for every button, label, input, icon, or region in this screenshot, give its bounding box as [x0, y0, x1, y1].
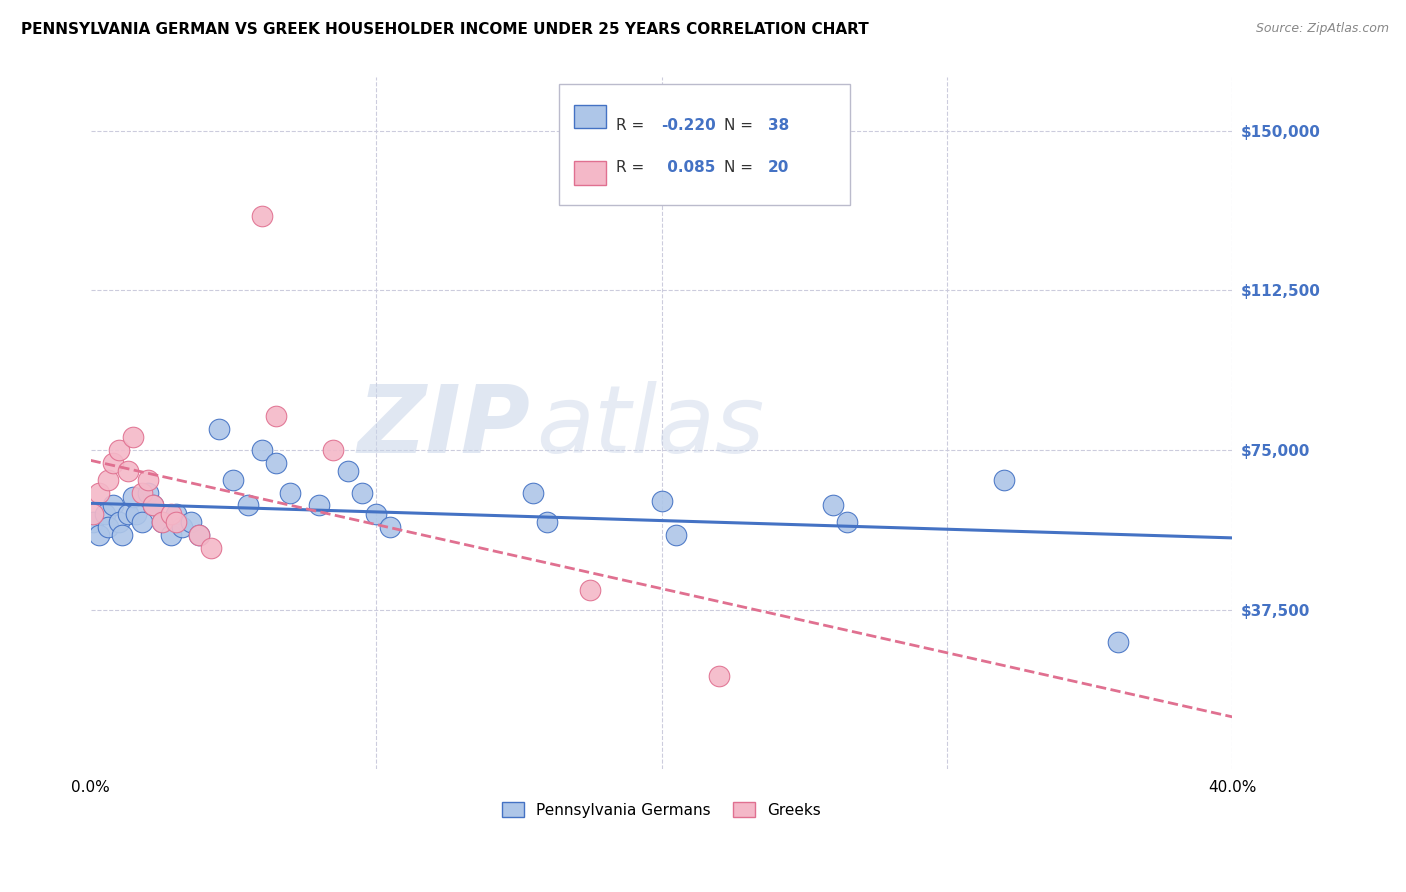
Point — [122, 430, 145, 444]
Point — [82, 507, 104, 521]
Text: Source: ZipAtlas.com: Source: ZipAtlas.com — [1256, 22, 1389, 36]
Text: 38: 38 — [768, 119, 789, 134]
FancyBboxPatch shape — [574, 104, 606, 128]
Point — [117, 507, 139, 521]
Text: R =: R = — [616, 160, 650, 175]
Point — [707, 668, 730, 682]
Point — [103, 499, 125, 513]
Point — [159, 528, 181, 542]
Point — [122, 490, 145, 504]
Point — [665, 528, 688, 542]
Point — [188, 528, 211, 542]
Point — [821, 499, 844, 513]
Point — [94, 507, 117, 521]
Point — [142, 499, 165, 513]
FancyBboxPatch shape — [558, 85, 851, 205]
Text: atlas: atlas — [536, 382, 765, 473]
Point — [89, 485, 111, 500]
Text: 0.085: 0.085 — [662, 160, 714, 175]
Point — [82, 516, 104, 530]
Point — [150, 516, 173, 530]
Point — [165, 516, 187, 530]
Point — [350, 485, 373, 500]
Point — [250, 442, 273, 457]
Point — [835, 516, 858, 530]
Point — [522, 485, 544, 500]
Text: ZIP: ZIP — [357, 381, 530, 473]
Point — [103, 456, 125, 470]
Point — [136, 473, 159, 487]
Point — [170, 519, 193, 533]
Point — [322, 442, 344, 457]
Text: PENNSYLVANIA GERMAN VS GREEK HOUSEHOLDER INCOME UNDER 25 YEARS CORRELATION CHART: PENNSYLVANIA GERMAN VS GREEK HOUSEHOLDER… — [21, 22, 869, 37]
Point — [111, 528, 134, 542]
Point — [89, 528, 111, 542]
Point — [308, 499, 330, 513]
Point — [222, 473, 245, 487]
Point — [180, 516, 202, 530]
Point — [200, 541, 222, 555]
Point — [97, 519, 120, 533]
Point — [208, 422, 231, 436]
Point — [142, 499, 165, 513]
Point — [579, 583, 602, 598]
Point — [188, 528, 211, 542]
Point — [264, 409, 287, 423]
Point — [336, 464, 359, 478]
Point — [264, 456, 287, 470]
Point — [159, 507, 181, 521]
Point — [364, 507, 387, 521]
Text: R =: R = — [616, 119, 650, 134]
Point — [150, 516, 173, 530]
Point — [117, 464, 139, 478]
Text: -0.220: -0.220 — [662, 119, 716, 134]
Text: 20: 20 — [768, 160, 789, 175]
Point — [108, 442, 131, 457]
Point — [250, 209, 273, 223]
Point — [136, 485, 159, 500]
Point — [380, 519, 402, 533]
Point — [280, 485, 302, 500]
Point — [1107, 634, 1129, 648]
Point — [165, 507, 187, 521]
Legend: Pennsylvania Germans, Greeks: Pennsylvania Germans, Greeks — [496, 796, 827, 824]
Text: N =: N = — [724, 119, 758, 134]
FancyBboxPatch shape — [574, 161, 606, 185]
Point — [236, 499, 259, 513]
Point — [131, 485, 153, 500]
Point — [131, 516, 153, 530]
Point — [651, 494, 673, 508]
Point — [125, 507, 148, 521]
Point — [108, 516, 131, 530]
Text: N =: N = — [724, 160, 758, 175]
Point — [97, 473, 120, 487]
Point — [536, 516, 558, 530]
Point — [993, 473, 1015, 487]
